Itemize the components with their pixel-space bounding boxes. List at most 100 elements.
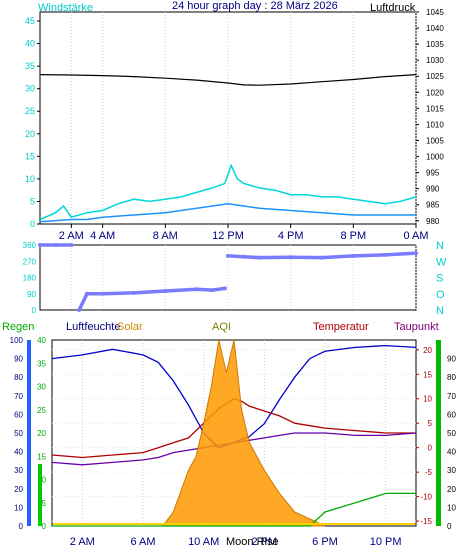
top-time-tick-label: 0 AM xyxy=(403,230,428,242)
pressure-tick-label: 1010 xyxy=(426,120,444,129)
top-time-tick-label: 12 PM xyxy=(212,230,244,242)
humidity-tick-label: 10 xyxy=(14,503,23,512)
wind-direction-point xyxy=(320,255,324,260)
humidity-tick-label: 60 xyxy=(14,410,23,419)
rain-tick-label: 35 xyxy=(37,359,46,368)
wind-direction-segment xyxy=(77,292,89,312)
direction-degree-label: 360 xyxy=(23,241,37,250)
pressure-tick-label: 1035 xyxy=(426,40,444,49)
pressure-tick-label: 1015 xyxy=(426,104,444,113)
direction-compass-label: N xyxy=(436,240,444,252)
pressure-axis-label: Luftdruck xyxy=(370,2,416,14)
wind-direction-series xyxy=(38,243,418,312)
humidity-tick-label: 50 xyxy=(14,429,23,438)
solar-baseline-band xyxy=(53,523,415,525)
secondary-green-tick-labels: 0 10 20 30 40 50 60 70 80 90 xyxy=(447,355,456,531)
top-time-tick-label: 2 AM xyxy=(59,230,84,242)
wind-direction-segment xyxy=(241,254,262,260)
right-green-axis-bar xyxy=(436,340,441,526)
top-series-line xyxy=(39,202,416,223)
rain-axis-bar xyxy=(38,464,42,526)
pressure-tick-label: 1045 xyxy=(426,8,444,17)
humidity-tick-label: 40 xyxy=(14,448,23,457)
aqi-axis-label: AQI xyxy=(212,321,231,333)
wind-direction-segment xyxy=(382,251,418,257)
green-axis-tick-label: 20 xyxy=(447,485,456,494)
wind-direction-grid xyxy=(70,245,417,310)
wind-tick-label: 45 xyxy=(25,16,35,26)
wind-axis-label: Windstärke xyxy=(38,2,93,14)
wind-direction-point xyxy=(77,308,82,312)
wind-direction-point xyxy=(194,287,199,292)
wind-direction-point xyxy=(210,288,215,293)
top-time-tick-label: 4 PM xyxy=(278,230,304,242)
pressure-tick-label: 1030 xyxy=(426,56,444,65)
humidity-tick-labels: 0 10 20 30 40 50 60 70 80 90 100 xyxy=(10,336,24,531)
direction-degree-label: 270 xyxy=(23,257,37,266)
bottom-time-tick-label: 10 PM xyxy=(370,536,402,548)
wind-direction-point xyxy=(241,254,246,259)
direction-compass-label: W xyxy=(436,256,447,268)
temperature-tick-label: -5 xyxy=(425,468,433,477)
pressure-tick-label: 980 xyxy=(426,217,440,226)
direction-compass-label: S xyxy=(436,273,443,285)
wind-direction-segment xyxy=(351,253,387,258)
wind-tick-label: 25 xyxy=(25,106,35,116)
direction-degree-label: 0 xyxy=(32,306,37,315)
wind-pressure-grid xyxy=(37,11,419,228)
green-axis-tick-label: 10 xyxy=(447,503,456,512)
wind-direction-point xyxy=(222,286,227,291)
wind-tick-label: 35 xyxy=(25,61,35,71)
rain-tick-label: 40 xyxy=(37,336,46,345)
green-axis-tick-label: 60 xyxy=(447,410,456,419)
humidity-tick-label: 0 xyxy=(19,522,24,531)
temperature-tick-label: 20 xyxy=(423,346,432,355)
wind-direction-degree-labels: 360 270 180 90 0 xyxy=(23,241,37,315)
wind-speed-tick-labels: 0 5 10 15 20 25 30 35 40 45 xyxy=(25,16,35,229)
wind-tick-label: 30 xyxy=(25,84,35,94)
wind-direction-point xyxy=(257,255,262,260)
top-series-line xyxy=(39,163,417,221)
temperature-tick-label: 5 xyxy=(428,419,433,428)
wind-tick-label: 20 xyxy=(25,129,35,139)
green-axis-tick-label: 50 xyxy=(447,429,456,438)
rain-tick-label: 25 xyxy=(37,406,46,415)
wind-direction-point xyxy=(351,253,356,258)
humidity-tick-label: 80 xyxy=(14,373,23,382)
pressure-tick-labels: 980 985 990 995 1000 1005 1010 1015 1020 1025 1030… xyxy=(426,8,444,226)
rain-axis-label: Regen xyxy=(2,321,34,333)
rain-tick-label: 20 xyxy=(37,429,46,438)
solar-axis-label: Solar xyxy=(117,321,143,333)
wind-direction-point xyxy=(226,253,230,258)
bottom-time-tick-label: 6 PM xyxy=(312,536,338,548)
humidity-axis-bar xyxy=(27,340,31,526)
pressure-tick-label: 990 xyxy=(426,185,440,194)
wind-direction-point xyxy=(85,291,89,296)
wind-direction-point xyxy=(69,243,74,247)
rain-tick-label: 30 xyxy=(37,383,46,392)
pressure-tick-label: 1025 xyxy=(426,72,444,81)
top-time-tick-label: 8 PM xyxy=(340,230,366,242)
pressure-tick-label: 1040 xyxy=(426,24,444,33)
direction-compass-label: O xyxy=(436,289,445,301)
wind-direction-point xyxy=(38,243,42,247)
wind-direction-segment xyxy=(226,254,246,259)
moon-rise-label: Moon Rise xyxy=(226,536,279,548)
temperature-tick-label: -15 xyxy=(420,517,432,526)
wind-direction-segment xyxy=(320,254,356,260)
pressure-tick-label: 1005 xyxy=(426,136,444,145)
bottom-series xyxy=(51,339,417,527)
wind-direction-point xyxy=(163,289,168,294)
bottom-time-tick-label: 10 AM xyxy=(188,536,219,548)
temperature-tick-label: 15 xyxy=(423,370,432,379)
wind-direction-point xyxy=(382,252,387,257)
wind-direction-segment xyxy=(132,289,168,295)
temperature-tick-labels: -15 -10 -5 0 5 10 15 20 xyxy=(420,346,432,526)
direction-compass-label: N xyxy=(436,305,444,317)
rain-tick-label: 15 xyxy=(37,452,46,461)
pressure-tick-label: 985 xyxy=(426,201,440,210)
bottom-time-tick-label: 2 PM xyxy=(251,536,277,548)
